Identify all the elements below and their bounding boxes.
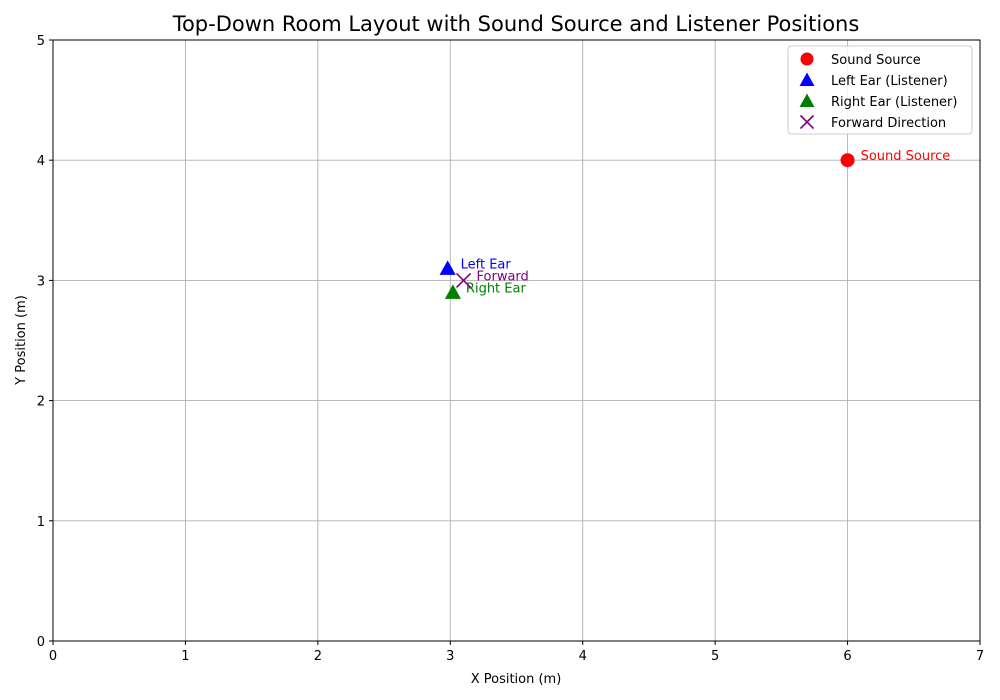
point-circle (840, 153, 855, 168)
y-tick-label: 3 (37, 274, 45, 289)
point-label: Right Ear (466, 281, 527, 296)
x-axis-label: X Position (m) (471, 672, 562, 687)
plot-frame (52, 39, 981, 642)
legend-label: Left Ear (Listener) (831, 74, 948, 89)
x-tick-label: 1 (181, 649, 189, 664)
y-tick-label: 2 (37, 395, 45, 410)
x-tick-label: 0 (49, 649, 57, 664)
y-tick-label: 4 (37, 154, 45, 169)
y-tick-label: 0 (37, 635, 45, 650)
axes: 0 1 2 3 4 5 6 7 0 1 2 3 4 5 (37, 34, 984, 664)
legend-marker (799, 93, 815, 107)
legend-box (787, 45, 973, 135)
x-tick-label: 3 (446, 649, 454, 664)
x-tick-label: 6 (843, 649, 851, 664)
point-x (455, 272, 472, 288)
legend-label: Right Ear (Listener) (831, 95, 957, 110)
legend-label: Forward Direction (831, 116, 946, 131)
x-tick-label: 4 (579, 649, 587, 664)
point-label: Left Ear (461, 257, 512, 272)
y-axis-label: Y Position (m) (14, 295, 29, 386)
legend: Sound Source Left Ear (Listener) Right Ear… (787, 45, 973, 135)
legend-marker (799, 114, 815, 130)
legend-marker (799, 72, 815, 86)
legend-marker (800, 52, 814, 66)
x-tick-label: 2 (314, 649, 322, 664)
y-tick-label: 1 (37, 515, 45, 530)
point-triangle (439, 260, 456, 275)
marker-stroke (799, 114, 815, 130)
legend-label: Sound Source (831, 53, 921, 68)
point-label: Forward (477, 269, 529, 284)
x-tick-label: 7 (976, 649, 984, 664)
marker-stroke (455, 272, 472, 288)
x-tick-label: 5 (711, 649, 719, 664)
point-label: Sound Source (861, 149, 951, 164)
point-triangle (444, 284, 461, 299)
chart-title: Top-Down Room Layout with Sound Source a… (172, 12, 860, 36)
y-tick-label: 5 (37, 34, 45, 49)
